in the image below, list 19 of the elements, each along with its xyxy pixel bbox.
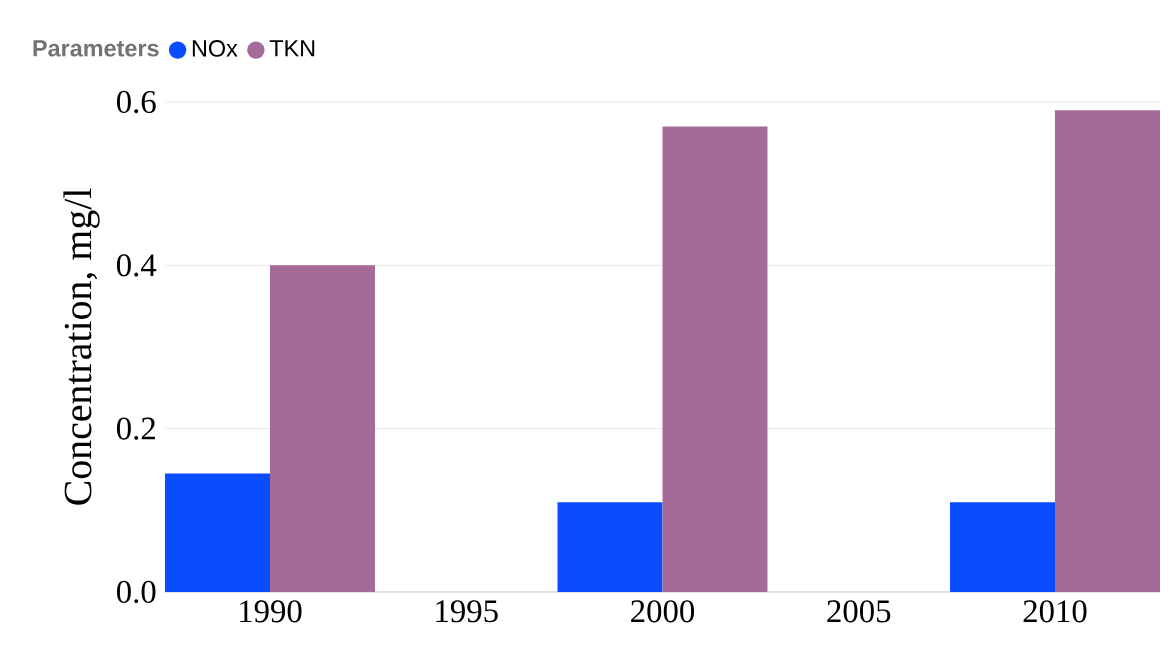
bar [557, 502, 663, 592]
x-tick-label: 2000 [631, 600, 695, 623]
y-tick-label: 0.2 [116, 417, 155, 440]
y-axis-title: Concentration, mg/l [63, 188, 100, 505]
x-tick-label: 1995 [436, 600, 498, 623]
y-tick-label: 0.4 [116, 254, 157, 277]
x-tick-label: 1990 [240, 600, 302, 623]
x-tick-label: 2010 [1023, 600, 1087, 623]
bar [1055, 110, 1160, 592]
y-tick-label: 0.6 [116, 90, 156, 114]
legend-title: Parameters [33, 40, 159, 57]
bar [662, 126, 768, 592]
legend-label: NOx [192, 40, 238, 57]
y-tick-label: 0.0 [116, 580, 156, 604]
bar [950, 502, 1055, 592]
bar [270, 265, 375, 592]
bar [165, 473, 270, 592]
legend-label: TKN [269, 40, 315, 57]
x-tick-label: 2005 [827, 600, 891, 623]
